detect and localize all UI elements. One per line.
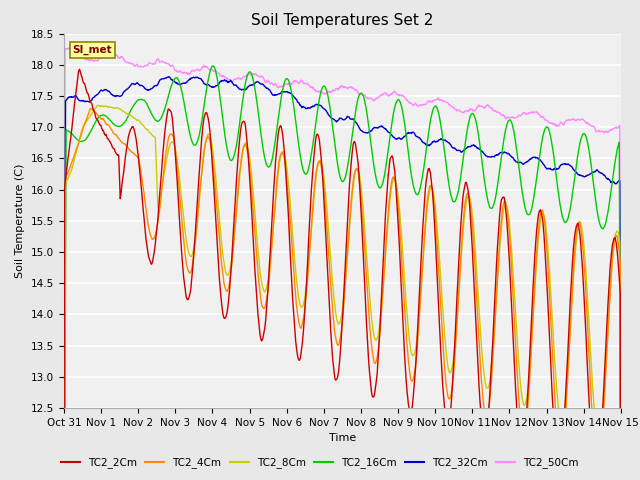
Text: SI_met: SI_met (72, 45, 112, 55)
Title: Soil Temperatures Set 2: Soil Temperatures Set 2 (252, 13, 433, 28)
Legend: TC2_2Cm, TC2_4Cm, TC2_8Cm, TC2_16Cm, TC2_32Cm, TC2_50Cm: TC2_2Cm, TC2_4Cm, TC2_8Cm, TC2_16Cm, TC2… (57, 453, 583, 472)
Y-axis label: Soil Temperature (C): Soil Temperature (C) (15, 164, 26, 278)
X-axis label: Time: Time (329, 433, 356, 443)
